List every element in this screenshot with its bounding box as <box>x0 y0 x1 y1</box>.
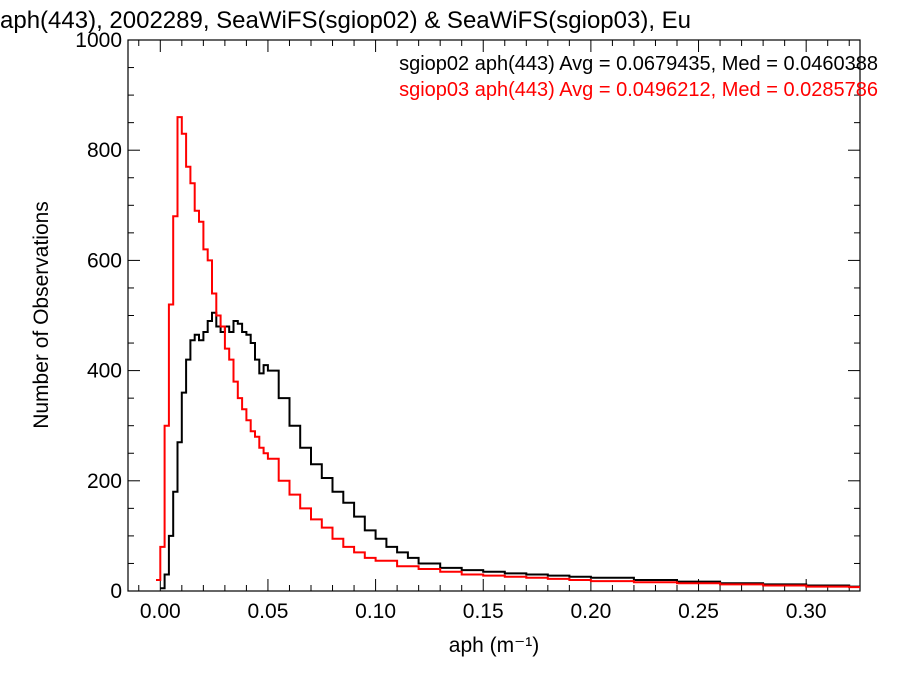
y-tick-label: 600 <box>87 249 122 272</box>
x-tick-labels: 0.00 0.05 0.10 0.15 0.20 0.25 0.30 <box>140 600 827 623</box>
legend-entry-sgiop03: sgiop03 aph(443) Avg = 0.0496212, Med = … <box>399 79 878 101</box>
x-tick-label: 0.00 <box>140 600 181 623</box>
legend-entry-sgiop02: sgiop02 aph(443) Avg = 0.0679435, Med = … <box>399 53 878 75</box>
y-tick-labels: 0 200 400 600 800 1000 <box>75 29 122 603</box>
series-line-sgiop02 <box>160 311 860 590</box>
series-line-sgiop03 <box>156 116 860 589</box>
axis-ticks <box>128 39 860 592</box>
y-tick-label: 0 <box>110 580 122 603</box>
y-tick-label: 200 <box>87 470 122 493</box>
x-tick-label: 0.30 <box>786 600 827 623</box>
y-tick-label: 1000 <box>75 29 122 52</box>
legend: sgiop02 aph(443) Avg = 0.0679435, Med = … <box>399 53 878 101</box>
chart-title: aph(443), 2002289, SeaWiFS(sgiop02) & Se… <box>0 7 691 34</box>
y-tick-label: 800 <box>87 139 122 162</box>
x-tick-label: 0.25 <box>678 600 719 623</box>
x-tick-label: 0.05 <box>248 600 289 623</box>
x-tick-label: 0.20 <box>570 600 611 623</box>
series-layer <box>156 116 860 590</box>
y-tick-label: 400 <box>87 360 122 383</box>
x-axis-label: aph (m⁻¹) <box>449 634 539 657</box>
plot-frame <box>127 39 861 592</box>
x-tick-label: 0.15 <box>463 600 504 623</box>
x-tick-label: 0.10 <box>355 600 396 623</box>
y-axis-label: Number of Observations <box>30 201 53 429</box>
